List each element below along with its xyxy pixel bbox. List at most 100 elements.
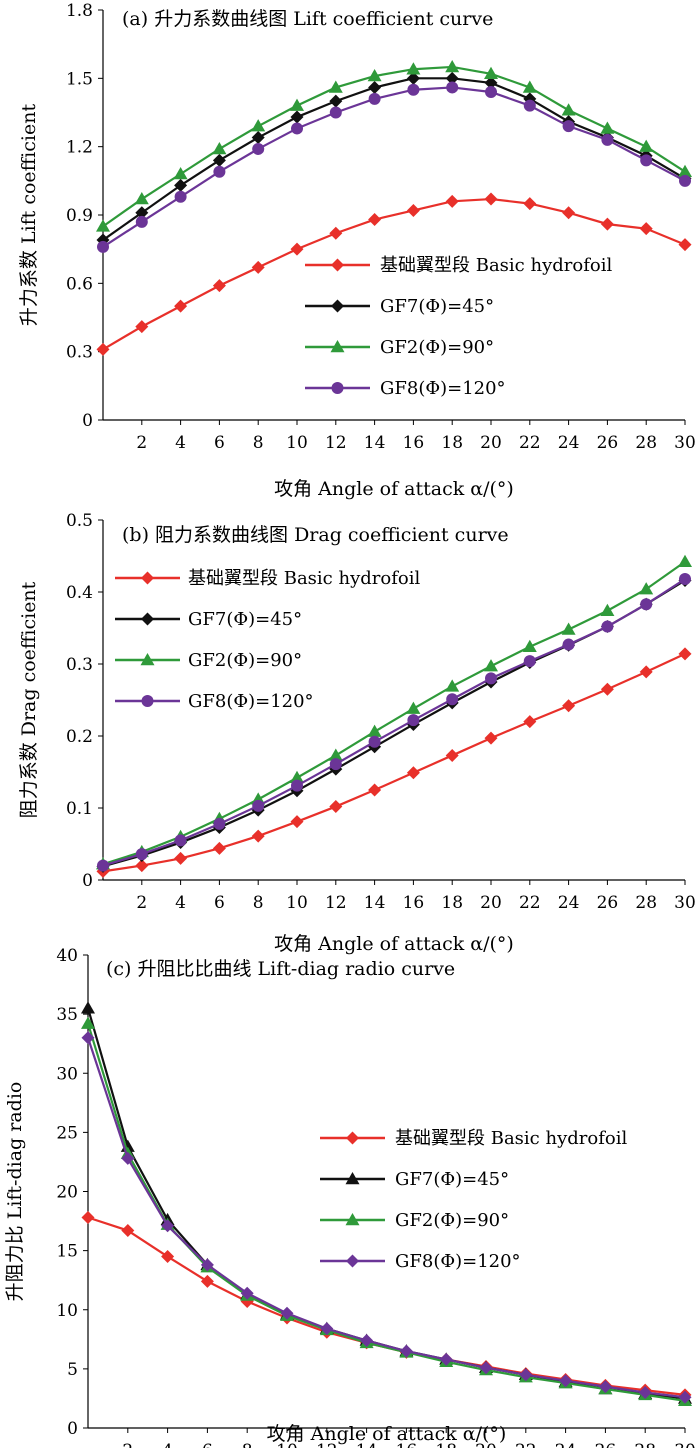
data-point: [81, 1211, 95, 1225]
data-point: [251, 119, 266, 132]
x-tick-label: 4: [175, 893, 186, 913]
data-point: [484, 66, 498, 80]
series-line: [87, 1216, 686, 1396]
x-tick-label: 16: [403, 433, 425, 453]
y-axis-label: 升阻力比 Lift-diag radio: [4, 1082, 26, 1302]
y-tick-label: 0.6: [66, 274, 93, 294]
data-point: [399, 1344, 413, 1358]
series-gf2: [81, 1016, 692, 1407]
x-tick-label: 28: [634, 1441, 656, 1448]
data-point: [562, 206, 576, 220]
x-tick-label: 20: [475, 1441, 497, 1448]
data-point: [291, 122, 303, 135]
data-point: [174, 834, 187, 847]
x-tick-label: 10: [286, 893, 308, 913]
y-tick-label: 25: [56, 1123, 78, 1143]
legend-label: GF7(Φ)=45°: [380, 296, 494, 317]
data-point: [439, 1352, 453, 1366]
data-point: [679, 573, 691, 586]
series-line: [102, 560, 686, 866]
legend-label: GF8(Φ)=120°: [188, 691, 314, 712]
data-point: [251, 829, 265, 843]
data-point: [329, 758, 342, 771]
series-line: [86, 1023, 686, 1402]
data-point: [212, 153, 226, 167]
chart-panel-2: 00.10.20.30.40.52 4 6 8 10 12 14 16 18 20 22 24 26 28…: [18, 511, 696, 955]
data-point: [135, 206, 149, 220]
legend: 基础翼型段 Basic hydrofoil GF7(Φ)=45° GF2(Φ)=90…: [115, 568, 420, 712]
data-point: [445, 71, 459, 85]
x-tick-label: 26: [597, 433, 619, 453]
data-point: [600, 121, 615, 134]
data-point: [134, 192, 149, 205]
series-line: [102, 65, 686, 228]
data-point: [523, 655, 536, 668]
legend-label: GF7(Φ)=45°: [395, 1169, 509, 1190]
y-tick-label: 0.3: [66, 343, 93, 363]
y-tick-label: 0: [82, 411, 93, 431]
x-tick-label: 24: [558, 433, 580, 453]
data-point: [406, 71, 420, 85]
y-axis-label: 升力系数 Lift coefficient: [18, 104, 40, 327]
data-point: [598, 1380, 612, 1394]
data-point: [639, 139, 654, 152]
data-point: [81, 1001, 95, 1014]
data-point: [329, 226, 343, 240]
data-point: [328, 748, 343, 761]
x-tick-label: 28: [635, 433, 657, 453]
data-point: [484, 731, 498, 745]
x-tick-label: 28: [635, 893, 657, 913]
legend-marker: [140, 653, 155, 666]
series-gf8: [97, 81, 691, 253]
series-basic: [81, 1211, 692, 1402]
x-tick-label: 14: [356, 1441, 378, 1448]
x-tick-label: 14: [364, 433, 386, 453]
y-tick-label: 35: [56, 1005, 78, 1025]
data-point: [96, 342, 110, 356]
data-point: [600, 603, 615, 616]
data-point: [678, 554, 692, 568]
legend: 基础翼型段 Basic hydrofoil GF7(Φ)=45° GF2(Φ)=90…: [320, 1128, 627, 1272]
x-tick-label: 16: [403, 893, 425, 913]
data-point: [173, 167, 188, 180]
x-axis-label: 攻角 Angle of attack α/(°): [274, 478, 514, 500]
data-point: [368, 213, 382, 227]
legend-label: GF2(Φ)=90°: [380, 337, 494, 358]
x-tick-label: 26: [597, 893, 619, 913]
data-point: [406, 766, 420, 780]
series-basic: [96, 192, 692, 356]
data-point: [320, 1322, 334, 1336]
data-point: [523, 197, 537, 211]
data-point: [360, 1333, 374, 1347]
data-point: [559, 1374, 573, 1388]
data-point: [367, 69, 382, 82]
data-point: [446, 693, 459, 706]
x-tick-label: 8: [253, 893, 264, 913]
x-tick-label: 16: [396, 1441, 418, 1448]
data-point: [329, 800, 343, 814]
series-gf7: [96, 573, 692, 873]
data-point: [290, 110, 304, 124]
x-tick-label: 12: [325, 433, 347, 453]
x-tick-label: 18: [435, 1441, 457, 1448]
legend-marker: [141, 571, 154, 585]
legend-label: GF2(Φ)=90°: [395, 1210, 509, 1231]
data-point: [161, 1250, 175, 1264]
data-point: [174, 851, 188, 865]
data-point: [600, 217, 614, 231]
data-point: [368, 80, 382, 94]
y-tick-label: 0.4: [66, 583, 93, 603]
chart-title: (b) 阻力系数曲线图 Drag coefficient curve: [122, 524, 509, 546]
data-point: [121, 1151, 135, 1165]
data-point: [251, 131, 265, 145]
data-point: [174, 299, 188, 313]
data-point: [212, 841, 226, 855]
data-point: [135, 215, 148, 228]
series-gf8: [81, 1031, 692, 1404]
data-point: [328, 80, 343, 93]
data-point: [638, 1386, 652, 1400]
data-point: [445, 748, 459, 762]
data-point: [290, 242, 304, 256]
data-point: [600, 682, 614, 696]
